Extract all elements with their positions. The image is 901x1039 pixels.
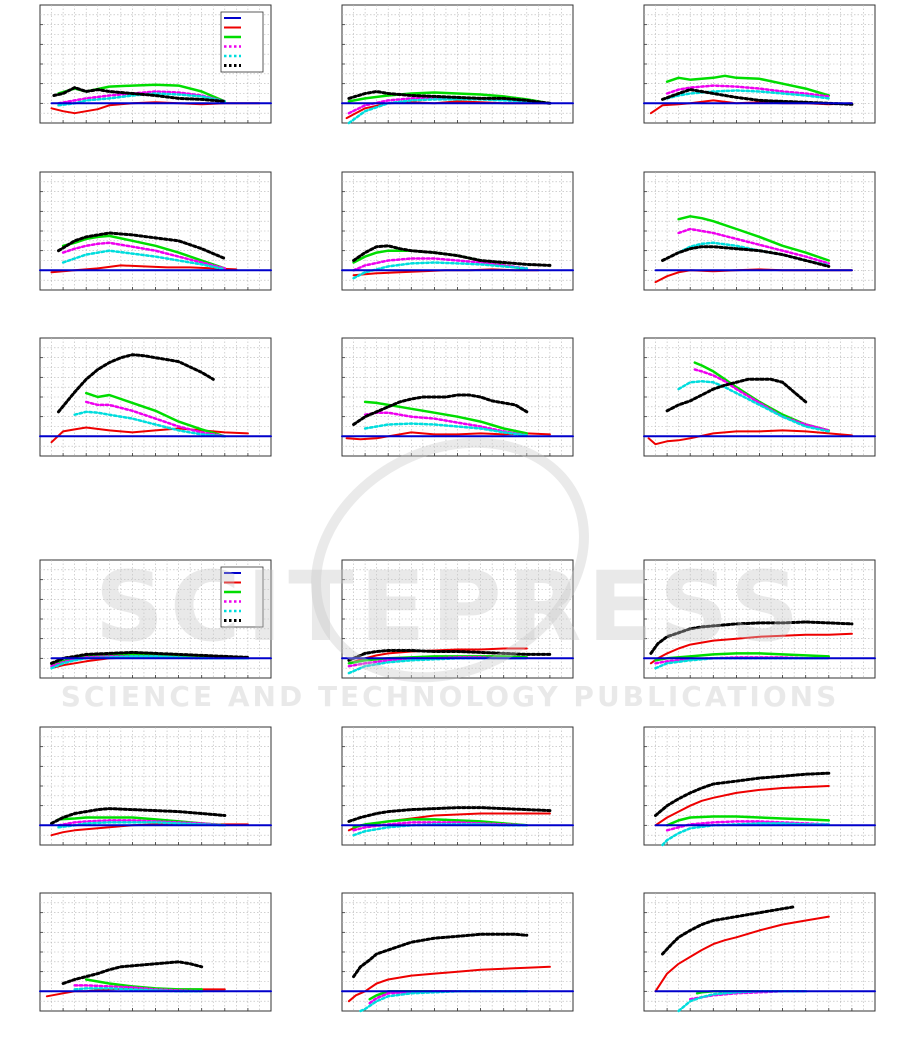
watermark-main-text: SCITEPRESS bbox=[95, 551, 805, 663]
legend bbox=[220, 566, 264, 628]
series-line bbox=[352, 244, 552, 267]
series-line bbox=[677, 227, 831, 265]
series-line bbox=[649, 632, 853, 665]
series-line bbox=[661, 905, 796, 956]
series-line bbox=[84, 391, 227, 438]
series-line bbox=[52, 86, 227, 103]
series-line bbox=[665, 84, 831, 98]
chart-panel bbox=[341, 726, 574, 846]
series-line bbox=[73, 410, 227, 438]
series-line bbox=[654, 785, 830, 827]
series-line bbox=[61, 241, 227, 270]
chart-panel bbox=[39, 4, 272, 124]
series-line bbox=[61, 960, 204, 985]
series-line bbox=[57, 231, 227, 260]
chart-panel bbox=[643, 171, 876, 291]
series-line bbox=[665, 815, 831, 827]
series-line bbox=[677, 380, 831, 433]
series-line bbox=[352, 821, 529, 832]
chart-panel bbox=[39, 337, 272, 457]
series-line bbox=[84, 400, 227, 438]
chart-panel bbox=[643, 337, 876, 457]
legend-box bbox=[220, 11, 264, 73]
chart-panel bbox=[643, 726, 876, 847]
chart-panel bbox=[643, 892, 876, 1013]
series-line bbox=[654, 771, 831, 817]
watermark-swoosh bbox=[311, 437, 589, 683]
publisher-watermark: SCITEPRESS SCIENCE AND TECHNOLOGY PUBLIC… bbox=[61, 437, 840, 713]
legend-box bbox=[220, 566, 264, 628]
legend bbox=[220, 11, 264, 73]
series-line bbox=[352, 932, 529, 979]
chart-panel bbox=[341, 559, 574, 679]
series-line bbox=[352, 257, 529, 272]
series-line bbox=[347, 649, 552, 662]
chart-panels bbox=[39, 4, 876, 1013]
series-line bbox=[50, 650, 250, 665]
series-line bbox=[661, 245, 831, 268]
chart-panel bbox=[39, 892, 272, 1012]
series-line bbox=[57, 353, 215, 414]
series-line bbox=[665, 377, 808, 413]
chart-panel bbox=[39, 171, 272, 291]
series-line bbox=[363, 400, 529, 435]
chart-panel bbox=[39, 559, 272, 679]
chart-panel bbox=[39, 726, 272, 846]
series-line bbox=[665, 74, 831, 97]
chart-panel bbox=[341, 892, 574, 1013]
chart-panel bbox=[643, 4, 876, 124]
chart-panel bbox=[341, 4, 574, 125]
series-line bbox=[61, 234, 227, 270]
series-line bbox=[61, 249, 227, 271]
watermark-sub-text: SCIENCE AND TECHNOLOGY PUBLICATIONS bbox=[61, 680, 840, 713]
series-line bbox=[363, 411, 529, 437]
series-line bbox=[677, 215, 831, 262]
chart-panel bbox=[341, 337, 574, 457]
series-line bbox=[649, 620, 854, 655]
series-line bbox=[647, 429, 853, 446]
series-line bbox=[347, 90, 552, 105]
series-line bbox=[654, 915, 830, 993]
chart-panel bbox=[643, 559, 876, 679]
chart-panel bbox=[341, 171, 574, 291]
series-line bbox=[352, 393, 529, 426]
series-line bbox=[50, 807, 227, 825]
series-line bbox=[347, 98, 552, 125]
series-line bbox=[665, 89, 831, 100]
series-line bbox=[363, 422, 529, 437]
series-line bbox=[347, 655, 529, 665]
series-line bbox=[352, 818, 529, 829]
series-line bbox=[347, 806, 552, 823]
